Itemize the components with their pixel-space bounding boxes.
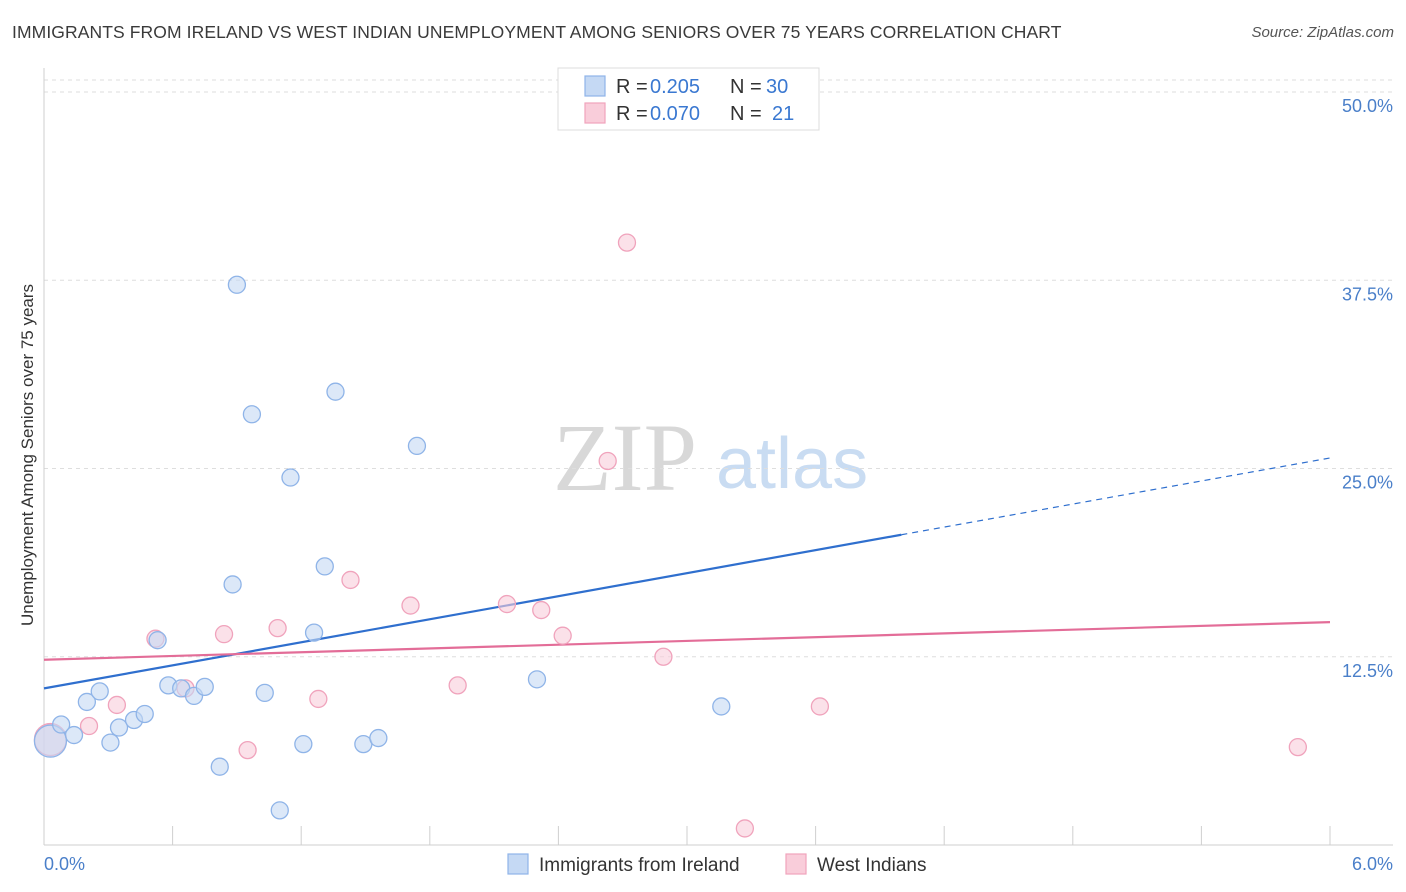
point-ireland-5 [101, 733, 120, 752]
grid-lines [44, 79, 1393, 658]
point-ireland-14 [210, 757, 229, 776]
point-ireland-9 [148, 631, 167, 650]
source-note: Source: ZipAtlas.com [1251, 24, 1394, 41]
point-ireland-16 [227, 275, 247, 294]
legend-n-value-west-indians: 21 [772, 103, 794, 125]
y-axis-label: Unemployment Among Seniors over 75 years [18, 284, 37, 626]
point-west-indians-1 [79, 716, 99, 736]
legend-n-label-ireland: N = [730, 76, 762, 98]
point-west-indians-11 [448, 676, 467, 695]
point-west-indians-13 [532, 600, 551, 620]
point-west-indians-5 [214, 625, 234, 644]
point-ireland-27 [407, 436, 427, 456]
y-tick-label-2: 37.5% [1342, 284, 1393, 304]
series-legend-label-ireland: Immigrants from Ireland [539, 855, 740, 876]
point-ireland-20 [281, 468, 300, 487]
point-ireland-3 [77, 692, 97, 712]
point-ireland-6 [109, 718, 129, 737]
series-legend-swatch-ireland [507, 853, 529, 875]
point-ireland-26 [369, 728, 388, 748]
point-ireland-29 [712, 697, 731, 716]
point-west-indians-7 [268, 618, 287, 638]
y-tick-label-1: 25.0% [1342, 473, 1393, 493]
point-ireland-13 [195, 677, 214, 697]
point-ireland-23 [315, 557, 334, 576]
chart-title: IMMIGRANTS FROM IRELAND VS WEST INDIAN U… [12, 22, 1062, 42]
series-legend-swatch-west-indians [785, 853, 807, 875]
point-ireland-1 [51, 715, 71, 734]
point-west-indians-18 [735, 819, 755, 838]
point-ireland-4 [90, 682, 109, 701]
stats-legend: R = 0.205 N = 30 R = 0.070 N = 21 [557, 67, 820, 131]
legend-n-value-ireland: 30 [766, 76, 788, 98]
point-west-indians-19 [810, 697, 830, 716]
point-ireland-28 [527, 670, 547, 689]
series-legend: Immigrants from Ireland West Indians [507, 853, 926, 876]
point-west-indians-15 [598, 451, 617, 471]
point-west-indians-6 [238, 740, 257, 760]
watermark: ZIP atlas [553, 404, 868, 511]
point-west-indians-9 [341, 570, 360, 590]
y-tick-label-3: 50.0% [1342, 96, 1393, 116]
watermark-zip: ZIP [553, 404, 697, 511]
legend-r-label-west-indians: R = [616, 103, 648, 125]
point-ireland-21 [294, 734, 313, 754]
point-west-indians-12 [497, 594, 517, 614]
x-tick-label-max: 6.0% [1352, 854, 1393, 874]
point-ireland-17 [242, 405, 262, 424]
y-tick-labels: 12.5% 25.0% 37.5% 50.0% [1342, 96, 1393, 681]
point-west-indians-2 [107, 695, 127, 715]
trend-line-ext-0 [901, 457, 1331, 536]
point-west-indians-17 [654, 647, 673, 666]
trend-line-0 [43, 533, 902, 690]
legend-r-value-ireland: 0.205 [650, 76, 700, 98]
point-west-indians-14 [553, 626, 572, 645]
axes [43, 68, 1393, 846]
point-west-indians-8 [309, 689, 328, 709]
y-tick-label-0: 12.5% [1342, 661, 1393, 681]
point-west-indians-20 [1288, 737, 1307, 757]
data-points [33, 233, 1307, 838]
point-west-indians-16 [617, 233, 637, 252]
point-ireland-8 [135, 704, 154, 724]
point-ireland-18 [255, 683, 274, 703]
point-ireland-2 [64, 725, 84, 745]
legend-r-value-west-indians: 0.070 [650, 103, 700, 125]
point-ireland-15 [223, 575, 242, 594]
legend-swatch-ireland [584, 75, 606, 97]
x-tick-label-min: 0.0% [44, 854, 85, 874]
watermark-atlas: atlas [716, 424, 868, 504]
point-ireland-24 [326, 382, 345, 401]
trend-line-1 [43, 621, 1331, 661]
point-ireland-22 [304, 623, 324, 642]
point-ireland-19 [270, 801, 289, 820]
legend-r-label-ireland: R = [616, 76, 648, 98]
legend-n-label-west-indians: N = [730, 103, 762, 125]
legend-swatch-west-indians [584, 102, 606, 124]
series-legend-label-west-indians: West Indians [817, 855, 926, 876]
trend-lines [43, 457, 1331, 690]
point-west-indians-10 [401, 596, 420, 615]
